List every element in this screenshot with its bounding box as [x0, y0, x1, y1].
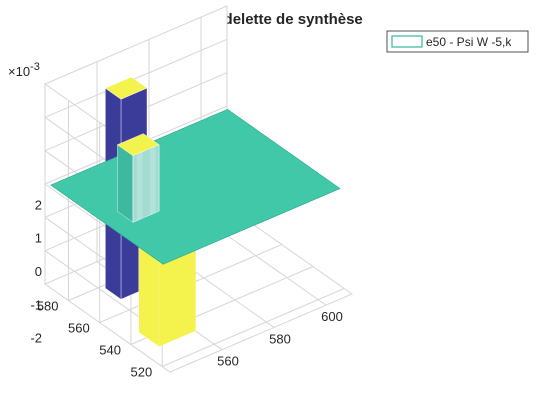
y-tick-label: 540	[99, 343, 121, 358]
legend: e50 - Psi W -5,k	[387, 31, 528, 52]
y-tick-label: 560	[68, 321, 90, 336]
y-tick-label: 580	[37, 299, 59, 314]
z-tick-label: 0	[35, 264, 42, 279]
z-tick-label: 2	[35, 197, 42, 212]
z-exponent-label: ×10-3	[8, 61, 40, 79]
chart-title: ondelette de synthèse	[205, 11, 363, 28]
y-tick-label: 520	[130, 365, 152, 380]
z-tick-label: -2	[30, 331, 42, 346]
x-tick-label: 580	[269, 331, 291, 346]
z-tick-label: 1	[35, 231, 42, 246]
mid-plateau-side	[117, 145, 133, 223]
x-tick-label: 600	[321, 309, 343, 324]
legend-swatch	[392, 36, 422, 47]
x-tick-label: 560	[217, 354, 239, 369]
legend-entry: e50 - Psi W -5,k	[426, 35, 512, 49]
